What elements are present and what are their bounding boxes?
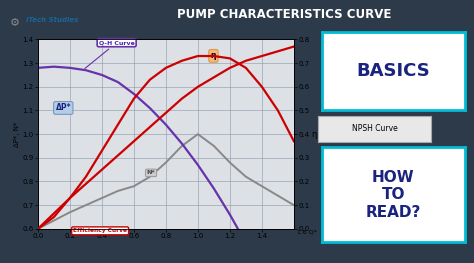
Text: HOW
TO
READ?: HOW TO READ?	[366, 170, 421, 220]
Text: Q-H Curve: Q-H Curve	[85, 40, 135, 68]
Text: Efficiency Curve: Efficiency Curve	[73, 228, 127, 233]
Text: η: η	[210, 51, 216, 60]
Text: BASICS: BASICS	[356, 62, 430, 80]
Text: 1.6 Q*: 1.6 Q*	[297, 230, 317, 235]
Text: ⚙: ⚙	[9, 18, 19, 28]
Text: iTech Studies: iTech Studies	[26, 17, 78, 23]
Text: NPSH Curve: NPSH Curve	[352, 124, 397, 133]
Text: PUMP CHARACTERISTICS CURVE: PUMP CHARACTERISTICS CURVE	[177, 8, 392, 21]
Y-axis label: η: η	[311, 130, 316, 139]
Y-axis label: ΔP*, N*: ΔP*, N*	[14, 122, 20, 147]
Text: ΔP*: ΔP*	[55, 103, 71, 113]
Text: N*: N*	[146, 170, 155, 175]
